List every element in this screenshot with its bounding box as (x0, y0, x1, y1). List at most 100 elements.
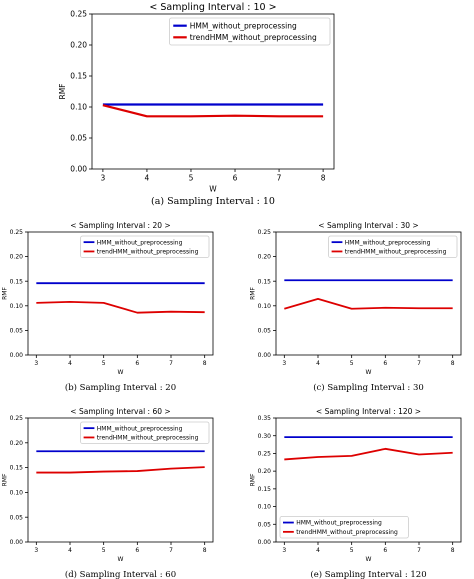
y-tick-label: 0.00 (10, 352, 24, 359)
y-tick-label: 0.00 (258, 539, 272, 546)
x-tick-label: 8 (451, 360, 455, 367)
y-tick-label: 0.10 (10, 490, 24, 497)
x-tick-label: 8 (203, 547, 207, 554)
legend-entry: trendHMM_without_preprocessing (190, 33, 317, 42)
x-tick-label: 5 (102, 360, 106, 367)
x-tick-label: 4 (316, 360, 320, 367)
x-tick-label: 3 (34, 360, 38, 367)
y-tick-label: 0.30 (258, 433, 272, 440)
legend-box (80, 421, 210, 445)
series-line-trendhmm (284, 298, 453, 310)
y-tick-label: 0.05 (10, 514, 24, 521)
chart-caption: (a) Sampling Interval : 10 (151, 196, 275, 207)
x-tick-label: 7 (417, 360, 421, 367)
series-line-trendhmm (36, 466, 205, 474)
legend-box (328, 235, 458, 259)
legend-entry: HMM_without_preprocessing (190, 21, 297, 30)
y-tick-label: 0.05 (70, 134, 87, 143)
chart-title: < Sampling Interval : 10 > (149, 2, 276, 13)
legend-entry: HMM_without_preprocessing (97, 425, 183, 432)
x-axis-label: W (118, 556, 124, 563)
chart-panel-a: < Sampling Interval : 10 > 0.00 0.05 0.10 0.… (58, 2, 335, 207)
x-tick-label: 7 (169, 360, 173, 367)
y-axis-label: RMF (249, 287, 256, 300)
x-tick-label: 6 (383, 547, 387, 554)
plot-frame (27, 231, 214, 356)
x-axis-label: W (209, 185, 217, 194)
x-tick-label: 3 (282, 547, 286, 554)
legend-box (279, 516, 409, 539)
y-tick-label: 0.10 (258, 504, 272, 511)
legend-entry: trendHMM_without_preprocessing (345, 249, 447, 256)
x-tick-label: 8 (451, 547, 455, 554)
y-axis-label: RMF (249, 473, 256, 486)
y-tick-label: 0.10 (10, 303, 24, 310)
x-tick-label: 6 (233, 174, 238, 183)
legend-box (80, 235, 210, 259)
y-tick-label: 0.05 (10, 328, 24, 335)
x-tick-label: 4 (145, 174, 150, 183)
x-axis-label: W (366, 369, 372, 376)
x-tick-label: 7 (417, 547, 421, 554)
y-tick-label: 0.25 (10, 229, 24, 236)
legend: HMM_without_preprocessing trendHMM_withou… (328, 235, 458, 259)
plot-frame (275, 417, 462, 543)
y-tick-label: 0.20 (70, 41, 87, 50)
plot-frame (27, 417, 214, 543)
legend: HMM_without_preprocessing trendHMM_withou… (169, 17, 331, 46)
y-tick-label: 0.00 (10, 539, 24, 546)
legend-entry: trendHMM_without_preprocessing (296, 529, 398, 536)
x-tick-label: 6 (383, 360, 387, 367)
chart-caption: (c) Sampling Interval : 30 (313, 382, 424, 393)
x-tick-label: 8 (203, 360, 207, 367)
plot-frame (275, 231, 462, 356)
y-axis-label: RMF (1, 473, 8, 486)
legend-entry: HMM_without_preprocessing (345, 239, 431, 246)
y-tick-label: 0.25 (70, 10, 87, 19)
plot-frame (91, 13, 335, 170)
chart-title: < Sampling Interval : 120 > (316, 407, 421, 416)
x-tick-label: 5 (102, 547, 106, 554)
x-tick-label: 5 (189, 174, 194, 183)
chart-panel-b: < Sampling Interval : 20 > 0.00 0.05 0.10 0.… (1, 221, 214, 393)
legend-entry: HMM_without_preprocessing (296, 520, 382, 527)
legend: HMM_without_preprocessing trendHMM_withou… (80, 421, 210, 445)
chart-caption: (d) Sampling Interval : 60 (65, 569, 176, 579)
x-tick-label: 4 (68, 547, 72, 554)
y-tick-label: 0.25 (10, 415, 24, 422)
y-tick-label: 0.00 (258, 352, 272, 359)
y-tick-label: 0.00 (70, 165, 87, 174)
chart-caption: (b) Sampling Interval : 20 (65, 382, 176, 393)
legend-entry: trendHMM_without_preprocessing (97, 249, 199, 256)
x-tick-label: 8 (321, 174, 326, 183)
chart-caption: (e) Sampling Interval : 120 (310, 569, 426, 579)
legend-entry: trendHMM_without_preprocessing (97, 435, 199, 442)
y-tick-label: 0.15 (10, 278, 24, 285)
chart-panel-c: < Sampling Interval : 30 > 0.00 0.05 0.10 0.… (249, 221, 462, 393)
chart-panel-e: < Sampling Interval : 120 > 0.00 0.05 0.10 0… (249, 407, 462, 579)
x-tick-label: 3 (34, 547, 38, 554)
x-tick-label: 7 (277, 174, 282, 183)
x-tick-label: 6 (135, 547, 139, 554)
x-tick-label: 4 (68, 360, 72, 367)
x-tick-label: 3 (282, 360, 286, 367)
series-line-trendhmm (284, 447, 453, 461)
x-tick-label: 3 (100, 174, 105, 183)
chart-panel-d: < Sampling Interval : 60 > 0.00 0.05 0.10 0.… (1, 407, 214, 579)
y-tick-label: 0.20 (10, 440, 24, 447)
x-tick-label: 5 (350, 360, 354, 367)
legend: HMM_without_preprocessing trendHMM_withou… (80, 235, 210, 259)
chart-title: < Sampling Interval : 60 > (70, 407, 170, 416)
x-axis-label: W (366, 556, 372, 563)
y-tick-label: 0.15 (70, 72, 87, 81)
y-tick-label: 0.15 (10, 465, 24, 472)
y-tick-label: 0.35 (258, 415, 272, 422)
x-tick-label: 4 (316, 547, 320, 554)
y-tick-label: 0.15 (258, 486, 272, 493)
y-tick-label: 0.05 (258, 521, 272, 528)
chart-title: < Sampling Interval : 20 > (70, 221, 170, 230)
y-tick-label: 0.10 (258, 303, 272, 310)
x-axis-label: W (118, 369, 124, 376)
y-tick-label: 0.25 (258, 229, 272, 236)
